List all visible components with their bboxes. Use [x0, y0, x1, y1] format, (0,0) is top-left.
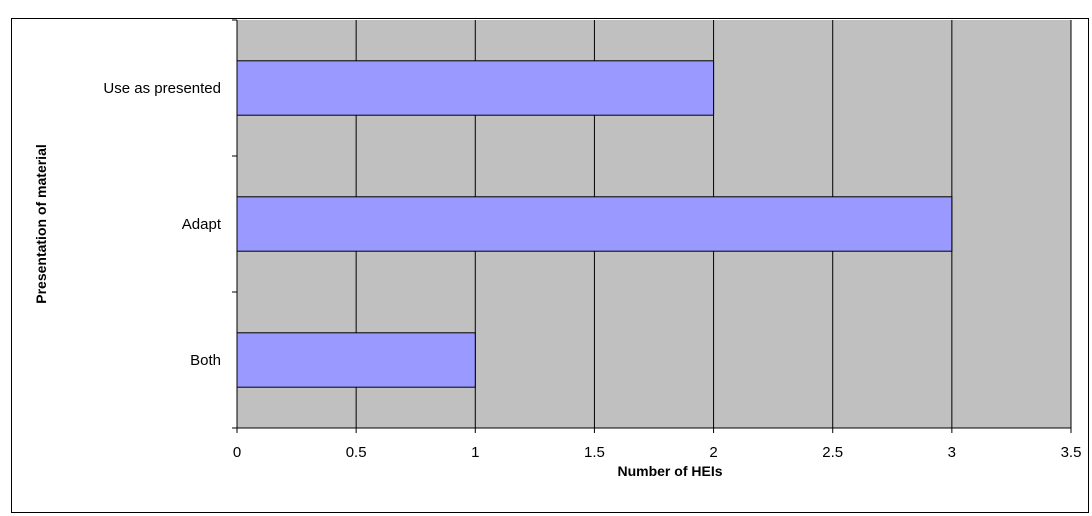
bar-both — [236, 332, 476, 388]
y-tick-label: Use as presented — [103, 80, 221, 97]
bar-use-as-presented — [236, 60, 715, 116]
y-tick-labels: Use as presented Adapt Both — [103, 80, 221, 369]
x-tick-label: 0.5 — [346, 444, 367, 461]
x-tick-label: 0 — [233, 444, 241, 461]
x-tick-label: 2.5 — [822, 444, 843, 461]
x-tick-label: 3.5 — [1061, 444, 1082, 461]
x-tick-label: 2 — [709, 444, 717, 461]
axes — [232, 19, 1071, 429]
x-tick-label: 3 — [948, 444, 956, 461]
x-tick-label: 1.5 — [584, 444, 605, 461]
y-axis-title: Presentation of material — [33, 144, 49, 304]
x-tick-label: 1 — [471, 444, 479, 461]
bars — [236, 60, 953, 388]
x-axis-title: Number of HEIs — [617, 463, 722, 479]
y-tick-label: Adapt — [182, 216, 222, 233]
bar-adapt — [236, 196, 953, 252]
y-tick-label: Both — [190, 352, 221, 369]
x-tick-labels: 0 0.5 1 1.5 2 2.5 3 3.5 — [233, 444, 1082, 461]
